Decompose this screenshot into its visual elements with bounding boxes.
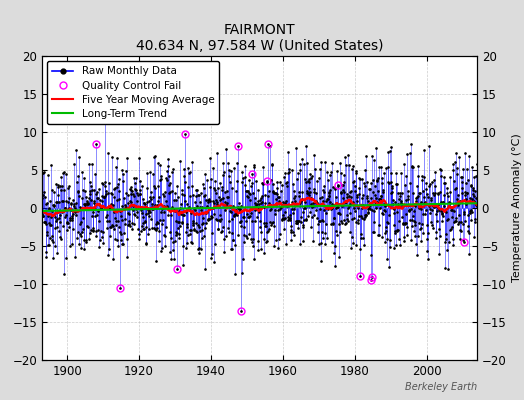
- Y-axis label: Temperature Anomaly (°C): Temperature Anomaly (°C): [512, 134, 522, 282]
- Legend: Raw Monthly Data, Quality Control Fail, Five Year Moving Average, Long-Term Tren: Raw Monthly Data, Quality Control Fail, …: [47, 61, 220, 124]
- Title: FAIRMONT
40.634 N, 97.584 W (United States): FAIRMONT 40.634 N, 97.584 W (United Stat…: [136, 23, 383, 54]
- Text: Berkeley Earth: Berkeley Earth: [405, 382, 477, 392]
